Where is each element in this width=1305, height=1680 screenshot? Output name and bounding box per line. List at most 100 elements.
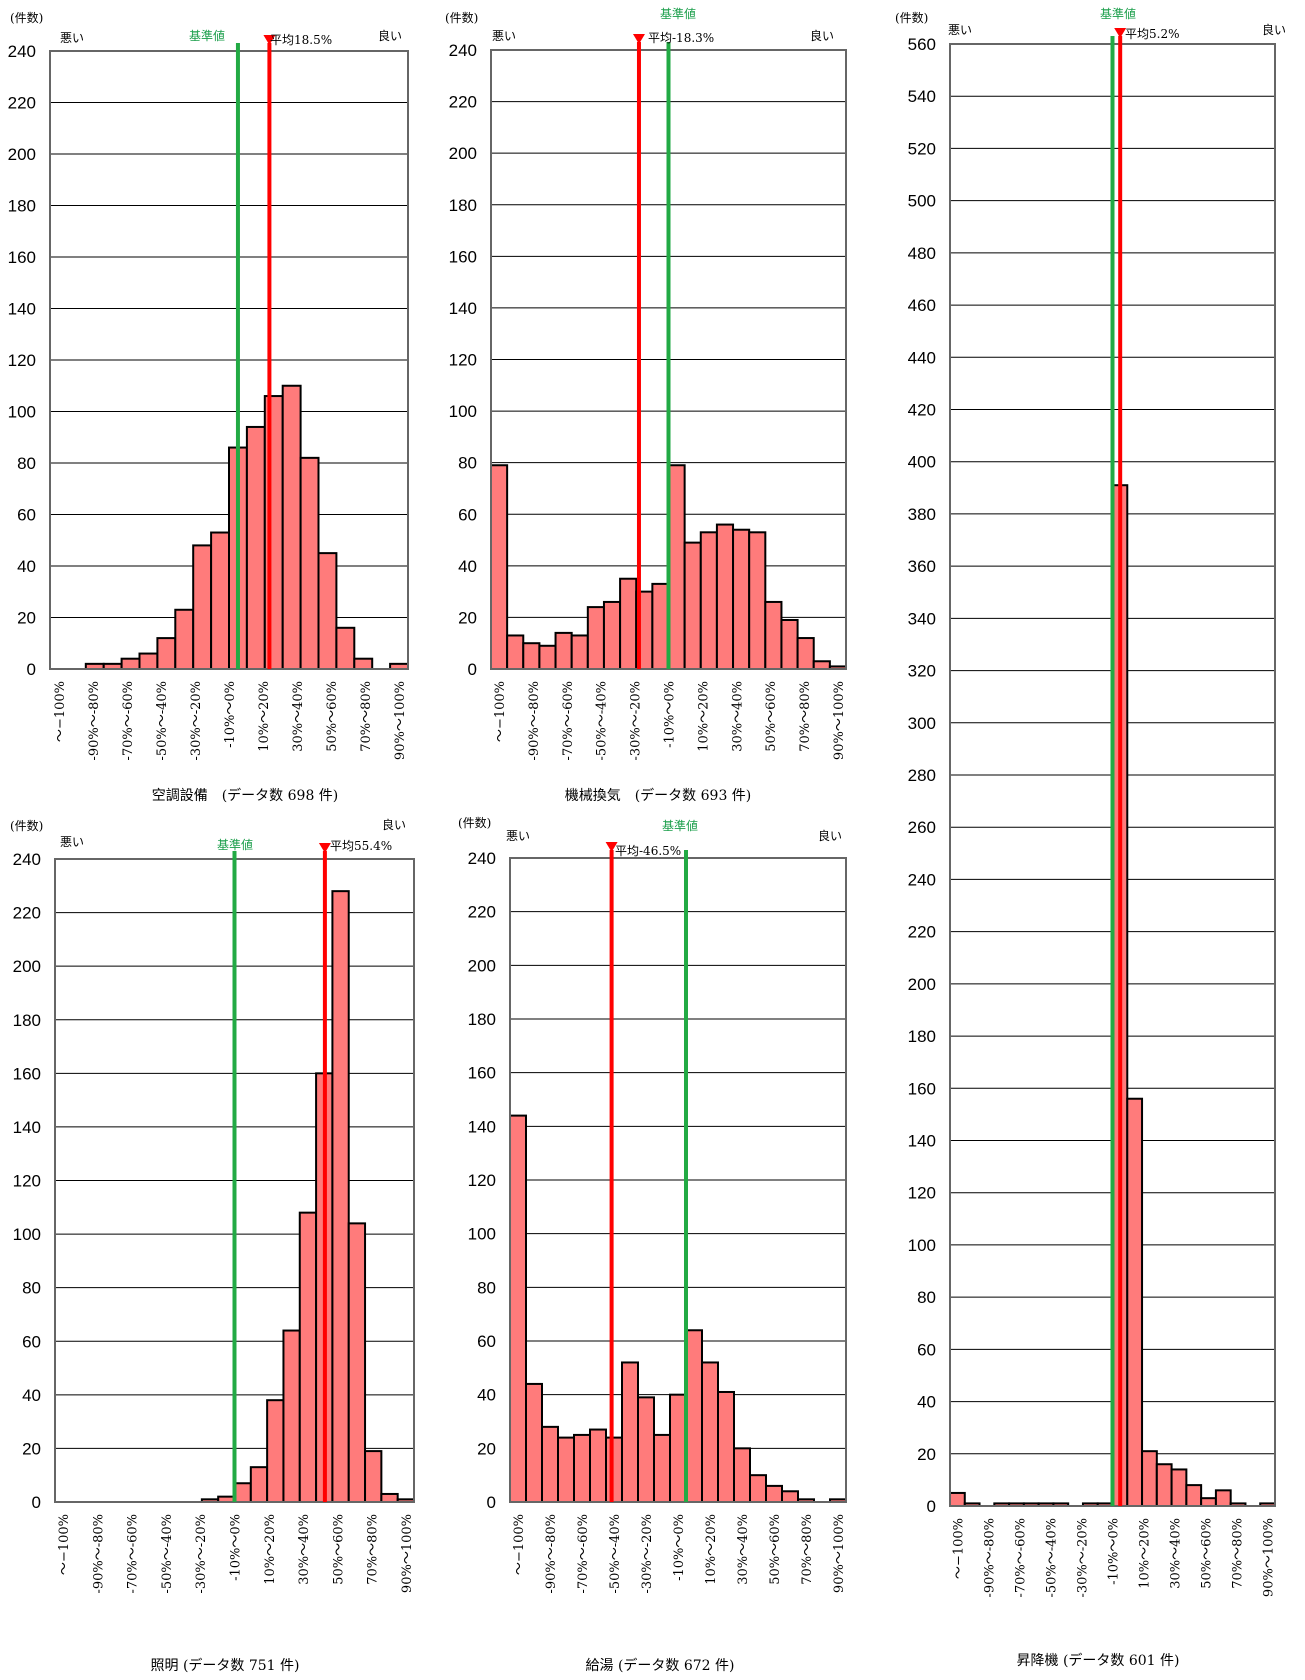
- y-tick-label: 140: [468, 1117, 496, 1136]
- y-tick-label: 120: [449, 351, 477, 370]
- x-tick-label: -50%～-40%: [155, 681, 170, 761]
- x-tick-label: 90%～100%: [832, 1514, 847, 1593]
- histogram-bar: [949, 1491, 966, 1507]
- x-tick-label: -30%～-20%: [640, 1514, 655, 1594]
- y-tick-label: 100: [449, 402, 477, 421]
- mean-label: 平均18.5%: [270, 33, 332, 47]
- y-tick-label: 160: [8, 248, 36, 267]
- y-tick-label: 20: [17, 609, 36, 628]
- x-tick-label: -90%～-80%: [527, 681, 542, 761]
- y-tick-label: 320: [908, 662, 936, 681]
- y-unit-label: (件数): [10, 818, 43, 833]
- y-tick-label: 200: [449, 144, 477, 163]
- y-tick-label: 360: [908, 557, 936, 576]
- x-tick-label: 30%～40%: [736, 1514, 751, 1585]
- histogram-bar: [298, 1211, 318, 1504]
- histogram-bar: [589, 1428, 607, 1504]
- y-tick-label: 160: [908, 1079, 936, 1098]
- mean-label: 平均-46.5%: [615, 844, 681, 858]
- y-tick-label: 140: [449, 299, 477, 318]
- x-tick-label: 70%～80%: [798, 681, 813, 752]
- y-tick-label: 420: [908, 401, 936, 420]
- histogram-bar: [192, 544, 213, 671]
- better-label: 良い: [1262, 22, 1286, 37]
- x-tick-label: -10%～0%: [1107, 1518, 1122, 1585]
- y-tick-label: 240: [908, 870, 936, 889]
- histogram-bar: [1185, 1484, 1203, 1507]
- y-tick-label: 180: [13, 1011, 41, 1030]
- x-tick-label: 10%～20%: [263, 1514, 278, 1585]
- histogram-bar: [1155, 1463, 1173, 1507]
- chart-caption: 機械換気 (データ数 693 件): [565, 787, 752, 804]
- baseline-label: 基準値: [662, 818, 698, 833]
- x-tick-label: 10%～20%: [704, 1514, 719, 1585]
- y-tick-label: 160: [449, 247, 477, 266]
- histogram-bar: [781, 1490, 799, 1504]
- x-tick-label: ～−100%: [57, 1514, 72, 1575]
- histogram-bar: [717, 1390, 735, 1503]
- y-tick-label: 20: [458, 608, 477, 627]
- y-tick-label: 120: [908, 1184, 936, 1203]
- y-tick-label: 180: [449, 196, 477, 215]
- histogram-bar: [621, 1361, 639, 1504]
- histogram-bar: [780, 618, 799, 671]
- histogram-bar: [266, 1399, 285, 1503]
- x-tick-label: -50%～-40%: [160, 1514, 175, 1594]
- x-tick-label: 50%～60%: [768, 1514, 783, 1585]
- y-tick-label: 160: [13, 1064, 41, 1083]
- x-tick-label: -10%～0%: [223, 681, 238, 748]
- y-tick-label: 540: [908, 87, 936, 106]
- x-tick-label: -90%～-80%: [982, 1518, 997, 1598]
- x-tick-label: -90%～-80%: [544, 1514, 559, 1594]
- chart-shomei: 0 20 40 60 80 100 120 140 160 180 200 220 240 ～−100% -…: [10, 817, 416, 1674]
- histogram-bar: [138, 652, 159, 670]
- histogram-bar: [570, 634, 589, 670]
- x-tick-label: -70%～-60%: [576, 1514, 591, 1594]
- worse-label: 悪い: [60, 835, 84, 849]
- y-tick-label: 40: [17, 557, 36, 576]
- histogram-bar: [541, 1425, 559, 1504]
- y-tick-label: 220: [468, 903, 496, 922]
- y-tick-label: 180: [908, 1027, 936, 1046]
- y-tick-label: 240: [13, 850, 41, 869]
- y-tick-label: 0: [32, 1493, 41, 1512]
- histogram-bar: [538, 644, 557, 670]
- histogram-bar: [509, 1114, 527, 1503]
- histogram-bar: [812, 660, 831, 671]
- worse-label: 悪い: [492, 29, 516, 43]
- worse-label: 悪い: [60, 31, 84, 45]
- chart-caption: 空調設備 (データ数 698 件): [152, 787, 339, 804]
- y-tick-label: 200: [8, 145, 36, 164]
- chart-caption: 昇降機 (データ数 601 件): [1017, 1652, 1180, 1669]
- histogram-bar: [699, 531, 718, 670]
- y-tick-label: 20: [917, 1445, 936, 1464]
- y-tick-label: 440: [908, 348, 936, 367]
- histogram-bar: [554, 631, 573, 670]
- baseline-label: 基準値: [189, 28, 225, 43]
- histogram-bar: [1214, 1489, 1232, 1507]
- histogram-bar: [347, 1222, 367, 1504]
- y-unit-label: (件数): [10, 10, 43, 25]
- y-tick-label: 40: [458, 557, 477, 576]
- histogram-bar: [586, 606, 605, 670]
- x-tick-label: -30%～-20%: [189, 681, 204, 761]
- y-tick-label: 0: [487, 1493, 496, 1512]
- mean-marker-icon: [263, 35, 276, 45]
- x-tick-label: 70%～80%: [1231, 1518, 1246, 1589]
- y-tick-label: 100: [908, 1236, 936, 1255]
- x-tick-label: 90%～100%: [1262, 1518, 1277, 1597]
- y-tick-label: 240: [449, 41, 477, 60]
- x-tick-label: -50%～-40%: [608, 1514, 623, 1594]
- y-tick-label: 480: [908, 244, 936, 263]
- histogram-bar: [573, 1433, 591, 1503]
- x-tick-label: 90%～100%: [400, 1514, 415, 1593]
- y-tick-label: 120: [13, 1172, 41, 1191]
- histogram-bar: [299, 456, 320, 670]
- y-tick-label: 80: [917, 1288, 936, 1307]
- histogram-bar: [651, 582, 670, 671]
- histogram-bar: [1200, 1497, 1217, 1507]
- y-tick-label: 220: [8, 94, 36, 113]
- histogram-bar: [715, 523, 735, 670]
- x-tick-label: -50%～-40%: [595, 681, 610, 761]
- chart-kucho: 0 20 40 60 80 100 120 140 160 180 200 220 240 ～−100% -…: [8, 10, 410, 804]
